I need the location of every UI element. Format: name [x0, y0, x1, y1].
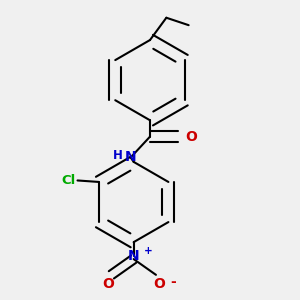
Text: N: N	[128, 248, 140, 262]
Text: Cl: Cl	[61, 174, 75, 187]
Text: O: O	[154, 277, 165, 291]
Text: -: -	[170, 275, 176, 290]
Text: O: O	[185, 130, 197, 144]
Text: +: +	[144, 246, 153, 256]
Text: O: O	[102, 277, 114, 291]
Text: H: H	[112, 148, 122, 162]
Text: N: N	[125, 150, 136, 164]
